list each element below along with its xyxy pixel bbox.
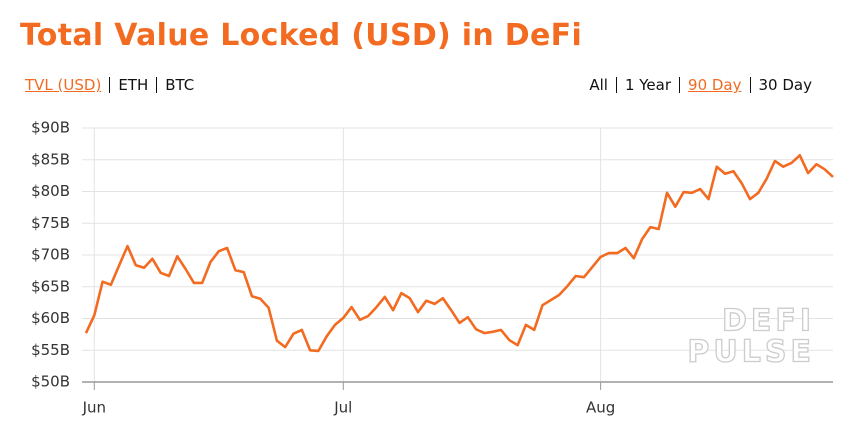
toggle-option[interactable]: ETH [118, 76, 149, 94]
y-tick-label: $85B [31, 150, 70, 168]
separator [679, 77, 681, 93]
y-tick-label: $55B [31, 341, 70, 359]
toggle-option[interactable]: All [589, 76, 608, 94]
y-tick-label: $50B [31, 373, 70, 391]
unit-toggle: TVL (USD) ETH BTC [25, 76, 194, 94]
toggle-option[interactable]: 1 Year [624, 76, 672, 94]
toggle-option[interactable]: TVL (USD) [25, 76, 102, 94]
separator [109, 77, 111, 93]
y-tick-label: $90B [31, 119, 70, 137]
separator [156, 77, 158, 93]
watermark: DEFI [722, 304, 815, 339]
x-tick-label: Jun [82, 399, 106, 417]
toggle-option[interactable]: BTC [165, 76, 195, 94]
x-tick-label: Jul [333, 399, 352, 417]
toggle-option[interactable]: 30 Day [758, 76, 812, 94]
separator [615, 77, 617, 93]
separator [749, 77, 751, 93]
y-tick-label: $80B [31, 182, 70, 200]
range-toggle: All 1 Year 90 Day 30 Day [589, 76, 812, 94]
data-line [84, 154, 834, 353]
y-tick-label: $75B [31, 214, 70, 232]
y-tick-label: $70B [31, 246, 70, 264]
x-tick-label: Aug [586, 399, 615, 417]
y-tick-label: $60B [31, 309, 70, 327]
y-tick-label: $65B [31, 277, 70, 295]
chart-title: Total Value Locked (USD) in DeFi [20, 18, 583, 53]
watermark: PULSE [687, 335, 815, 370]
toggle-option[interactable]: 90 Day [688, 76, 742, 94]
